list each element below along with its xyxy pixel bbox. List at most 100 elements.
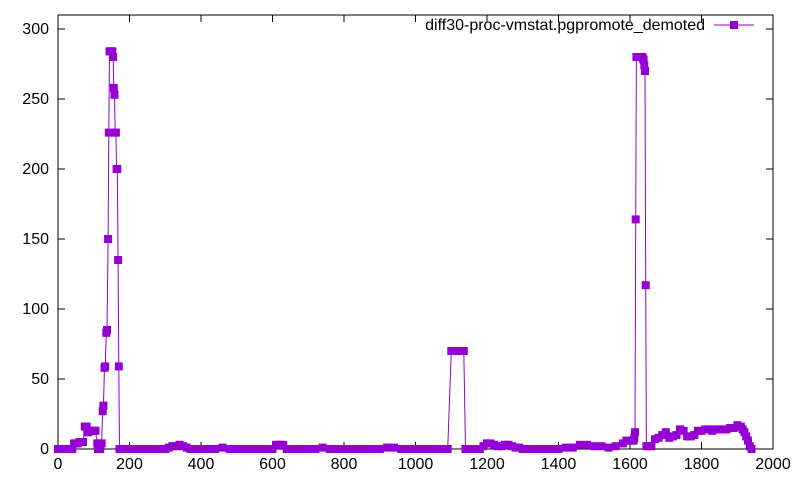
y-tick-label: 0 [40,441,49,458]
data-point-marker [254,445,263,453]
data-point-marker [525,445,534,453]
data-point-marker [110,90,119,99]
data-point-marker [218,443,227,452]
data-point-marker [647,442,656,451]
data-point-marker [232,445,241,453]
data-point-marker [318,443,327,452]
data-point-marker [568,443,577,452]
data-point-marker [411,445,420,453]
data-point-marker [99,401,108,410]
data-point-marker [297,445,306,453]
x-tick-label: 1400 [541,456,577,473]
data-point-marker [740,428,749,437]
x-tick-label: 800 [331,456,358,473]
legend: diff30-proc-vmstat.pgpromote_demoted [425,17,754,34]
data-point-marker [311,445,320,453]
data-point-marker [154,445,163,453]
data-point-marker [332,445,341,453]
data-point-marker [79,438,87,446]
data-point-marker [459,347,468,355]
data-point-marker [239,445,248,453]
data-point-marker [631,428,639,437]
data-point-marker [189,445,198,453]
data-point-marker [104,235,113,243]
data-point-marker [590,442,599,451]
data-point-marker [575,440,584,449]
data-point-marker [101,362,110,371]
y-tick-label: 300 [22,21,49,38]
data-point-marker [68,445,77,453]
data-point-marker [382,443,391,452]
series-group [54,47,756,453]
x-tick-label: 1000 [398,456,434,473]
data-point-marker [268,445,277,453]
data-point-marker [554,445,563,453]
data-point-marker [641,281,650,290]
legend-label: diff30-proc-vmstat.pgpromote_demoted [425,17,705,34]
y-tick-label: 150 [22,231,49,248]
data-point-marker [98,407,107,416]
x-tick-label: 400 [188,456,215,473]
data-point-marker [97,439,106,448]
data-point-marker [747,445,756,453]
data-point-marker [104,128,113,137]
data-point-marker [113,165,122,173]
data-point-marker [368,445,377,453]
data-point-marker [82,422,91,431]
data-point-marker [641,67,649,75]
data-point-marker [290,445,298,453]
data-point-marker [640,61,649,70]
data-point-marker [279,440,288,449]
data-point-marker [375,445,384,453]
data-point-marker [261,445,270,453]
data-point-marker [132,445,141,453]
data-point-marker [109,83,118,92]
y-axis-ticks: 0 50 100 150 200 250 300 [22,21,773,458]
data-point-marker [639,55,648,64]
data-point-marker [325,445,334,453]
data-point-marker [611,442,620,451]
x-tick-label: 1800 [684,456,720,473]
legend-marker-sample [730,21,738,29]
data-point-marker [443,445,452,453]
data-point-marker [630,433,639,442]
data-point-marker [340,445,348,453]
data-point-marker [125,445,134,453]
x-tick-label: 0 [54,456,63,473]
data-point-marker [547,445,556,453]
data-point-marker [111,128,120,137]
data-point-marker [108,47,117,56]
data-point-marker [533,445,541,453]
data-point-marker [672,431,681,439]
data-point-marker [103,326,111,334]
data-point-marker [518,445,527,453]
y-tick-label: 50 [31,371,49,388]
data-point-marker [361,445,370,453]
x-tick-label: 1600 [612,456,648,473]
data-point-marker [397,445,406,453]
y-tick-label: 250 [22,91,49,108]
data-point-marker [225,445,234,453]
data-point-marker [425,445,434,453]
data-point-marker [204,445,213,453]
data-point-marker [354,445,363,453]
data-point-marker [109,53,118,61]
data-point-marker [661,428,670,437]
data-point-marker [114,256,123,264]
data-point-marker [433,445,441,453]
x-tick-label: 1200 [469,456,505,473]
data-point-marker [96,445,105,453]
data-point-marker [211,445,220,453]
data-point-marker [390,443,398,452]
data-point-marker [597,442,606,451]
x-tick-label: 2000 [755,456,791,473]
x-tick-label: 600 [259,456,286,473]
data-point-marker [679,426,688,435]
data-point-marker [282,445,291,453]
data-point-marker [583,440,592,449]
data-point-marker [347,445,356,453]
x-tick-label: 200 [116,456,143,473]
data-point-marker [91,426,100,435]
